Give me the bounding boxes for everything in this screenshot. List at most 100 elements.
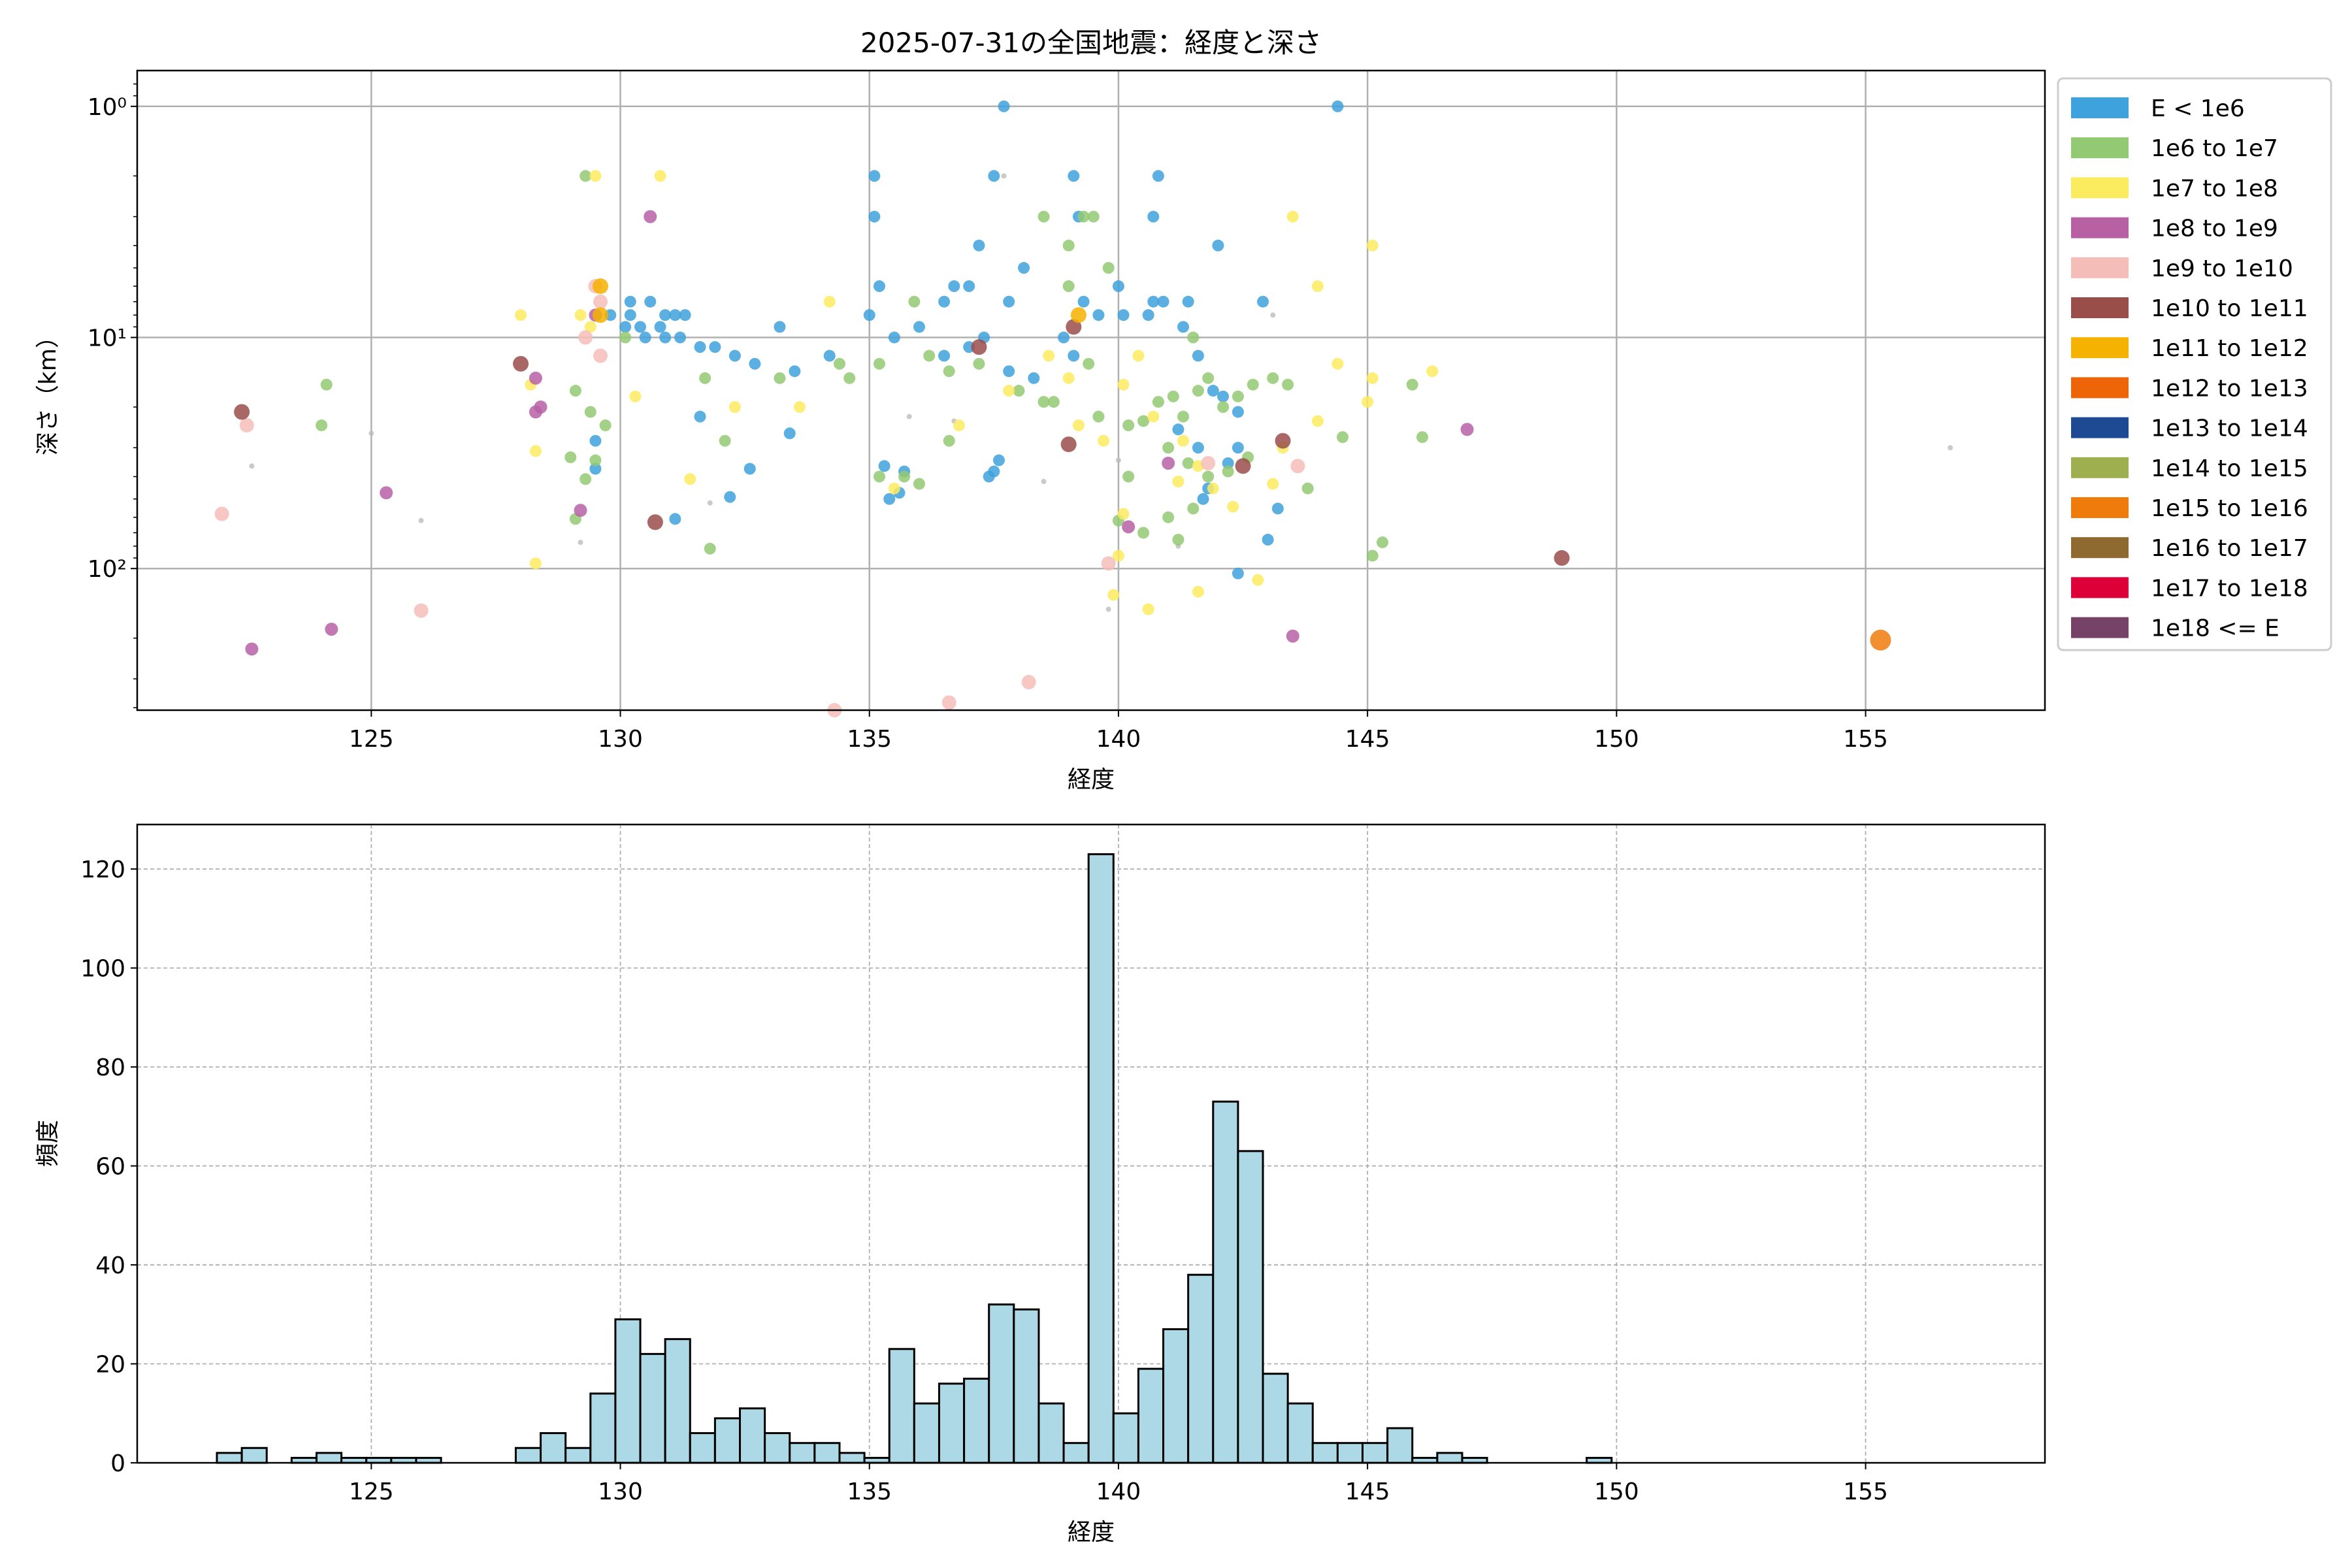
histogram-bar bbox=[739, 1407, 766, 1464]
scatter-point bbox=[873, 357, 885, 370]
scatter-point bbox=[873, 280, 885, 293]
scatter-point bbox=[1112, 549, 1124, 562]
scatter-point bbox=[1366, 372, 1379, 384]
scatter-point bbox=[1013, 385, 1025, 397]
scatter-point bbox=[793, 400, 806, 413]
scatter-point bbox=[694, 341, 706, 353]
scatter-point bbox=[1337, 431, 1349, 444]
scatter-point-small bbox=[906, 414, 912, 419]
scatter-point bbox=[1406, 378, 1418, 391]
scatter-x-tick-label: 145 bbox=[1345, 726, 1390, 753]
scatter-point bbox=[624, 309, 636, 321]
legend-swatch bbox=[2071, 617, 2129, 638]
scatter-point-small bbox=[1001, 173, 1007, 179]
scatter-point bbox=[943, 365, 955, 378]
histogram-y-tick-label: 80 bbox=[95, 1054, 125, 1081]
scatter-point bbox=[973, 357, 985, 370]
scatter-point bbox=[783, 427, 796, 440]
scatter-point bbox=[1217, 400, 1230, 413]
histogram-bar bbox=[1062, 1442, 1090, 1464]
histogram-bar bbox=[240, 1446, 268, 1464]
scatter-point bbox=[888, 331, 900, 344]
histogram-x-tick-label: 155 bbox=[1843, 1478, 1888, 1505]
histogram-bar bbox=[1162, 1328, 1190, 1464]
scatter-point bbox=[1271, 502, 1284, 515]
scatter-point bbox=[1122, 470, 1135, 483]
scatter-y-tick-label: 10¹ bbox=[88, 325, 127, 352]
scatter-point bbox=[898, 470, 911, 483]
scatter-point bbox=[1122, 419, 1135, 432]
legend-label: 1e7 to 1e8 bbox=[2151, 175, 2278, 202]
scatter-point bbox=[888, 482, 900, 495]
scatter-point bbox=[1362, 396, 1374, 408]
scatter-point bbox=[1162, 456, 1175, 470]
scatter-point bbox=[1331, 100, 1344, 112]
scatter-point bbox=[1062, 280, 1075, 293]
scatter-point bbox=[1201, 455, 1216, 470]
scatter-point bbox=[774, 372, 786, 384]
scatter-point bbox=[593, 307, 609, 323]
scatter-point bbox=[1416, 431, 1428, 444]
scatter-point bbox=[908, 295, 921, 308]
legend-swatch bbox=[2071, 417, 2129, 438]
scatter-point-small bbox=[1041, 478, 1047, 484]
legend-label: 1e6 to 1e7 bbox=[2151, 135, 2278, 162]
scatter-point bbox=[1366, 239, 1379, 252]
histogram-y-ticks: 0 20 40 60 80 100 120 bbox=[80, 857, 137, 1477]
scatter-point bbox=[1162, 511, 1175, 523]
scatter-point bbox=[1227, 500, 1239, 513]
scatter-point bbox=[1232, 567, 1244, 580]
histogram-x-tick-label: 140 bbox=[1096, 1478, 1141, 1505]
scatter-point bbox=[380, 486, 393, 500]
scatter-point bbox=[1252, 574, 1264, 586]
scatter-point bbox=[1187, 502, 1200, 515]
scatter-point bbox=[704, 542, 716, 555]
histogram-bar bbox=[988, 1303, 1015, 1464]
scatter-point bbox=[1286, 210, 1299, 223]
histogram-bar bbox=[664, 1338, 691, 1464]
scatter-point bbox=[599, 419, 612, 432]
scatter-point bbox=[679, 309, 691, 321]
histogram-bar bbox=[540, 1432, 567, 1464]
scatter-point bbox=[1282, 378, 1294, 391]
scatter-point bbox=[1290, 459, 1305, 474]
scatter-point bbox=[1058, 331, 1070, 344]
scatter-point bbox=[1147, 410, 1160, 423]
legend-swatch bbox=[2071, 457, 2129, 478]
scatter-point bbox=[1870, 629, 1891, 651]
scatter-point bbox=[1331, 357, 1344, 370]
scatter-point bbox=[1232, 442, 1244, 454]
scatter-point bbox=[1157, 295, 1169, 308]
scatter-point bbox=[1112, 280, 1124, 293]
scatter-point bbox=[1077, 295, 1090, 308]
scatter-x-ticks: 125 130 135 140 145 150 155 bbox=[349, 710, 1888, 753]
scatter-point bbox=[659, 331, 672, 344]
scatter-point bbox=[644, 210, 657, 223]
scatter-point bbox=[694, 410, 706, 423]
histogram-bar bbox=[216, 1452, 243, 1464]
histogram-bar bbox=[1262, 1373, 1289, 1464]
legend-label: 1e11 to 1e12 bbox=[2151, 335, 2308, 362]
scatter-point bbox=[564, 451, 577, 463]
scatter-point bbox=[325, 623, 338, 636]
scatter-point-small bbox=[368, 431, 374, 436]
histogram-x-tick-label: 145 bbox=[1345, 1478, 1390, 1505]
scatter-point bbox=[1142, 309, 1154, 321]
legend-swatch bbox=[2071, 537, 2129, 559]
scatter-point bbox=[589, 463, 602, 475]
scatter-point bbox=[941, 695, 956, 710]
scatter-point bbox=[1092, 309, 1105, 321]
scatter-point bbox=[669, 309, 681, 321]
scatter-point bbox=[843, 372, 856, 384]
scatter-point bbox=[963, 280, 975, 293]
scatter-point bbox=[1003, 295, 1015, 308]
histogram-x-ticks: 125 130 135 140 145 150 155 bbox=[349, 1463, 1888, 1505]
legend-label: E < 1e6 bbox=[2151, 95, 2245, 122]
scatter-point bbox=[1092, 410, 1105, 423]
scatter-point bbox=[659, 309, 672, 321]
scatter-point bbox=[580, 473, 592, 485]
scatter-point bbox=[971, 339, 987, 355]
histogram-x-tick-label: 125 bbox=[349, 1478, 394, 1505]
legend-label: 1e9 to 1e10 bbox=[2151, 255, 2293, 282]
